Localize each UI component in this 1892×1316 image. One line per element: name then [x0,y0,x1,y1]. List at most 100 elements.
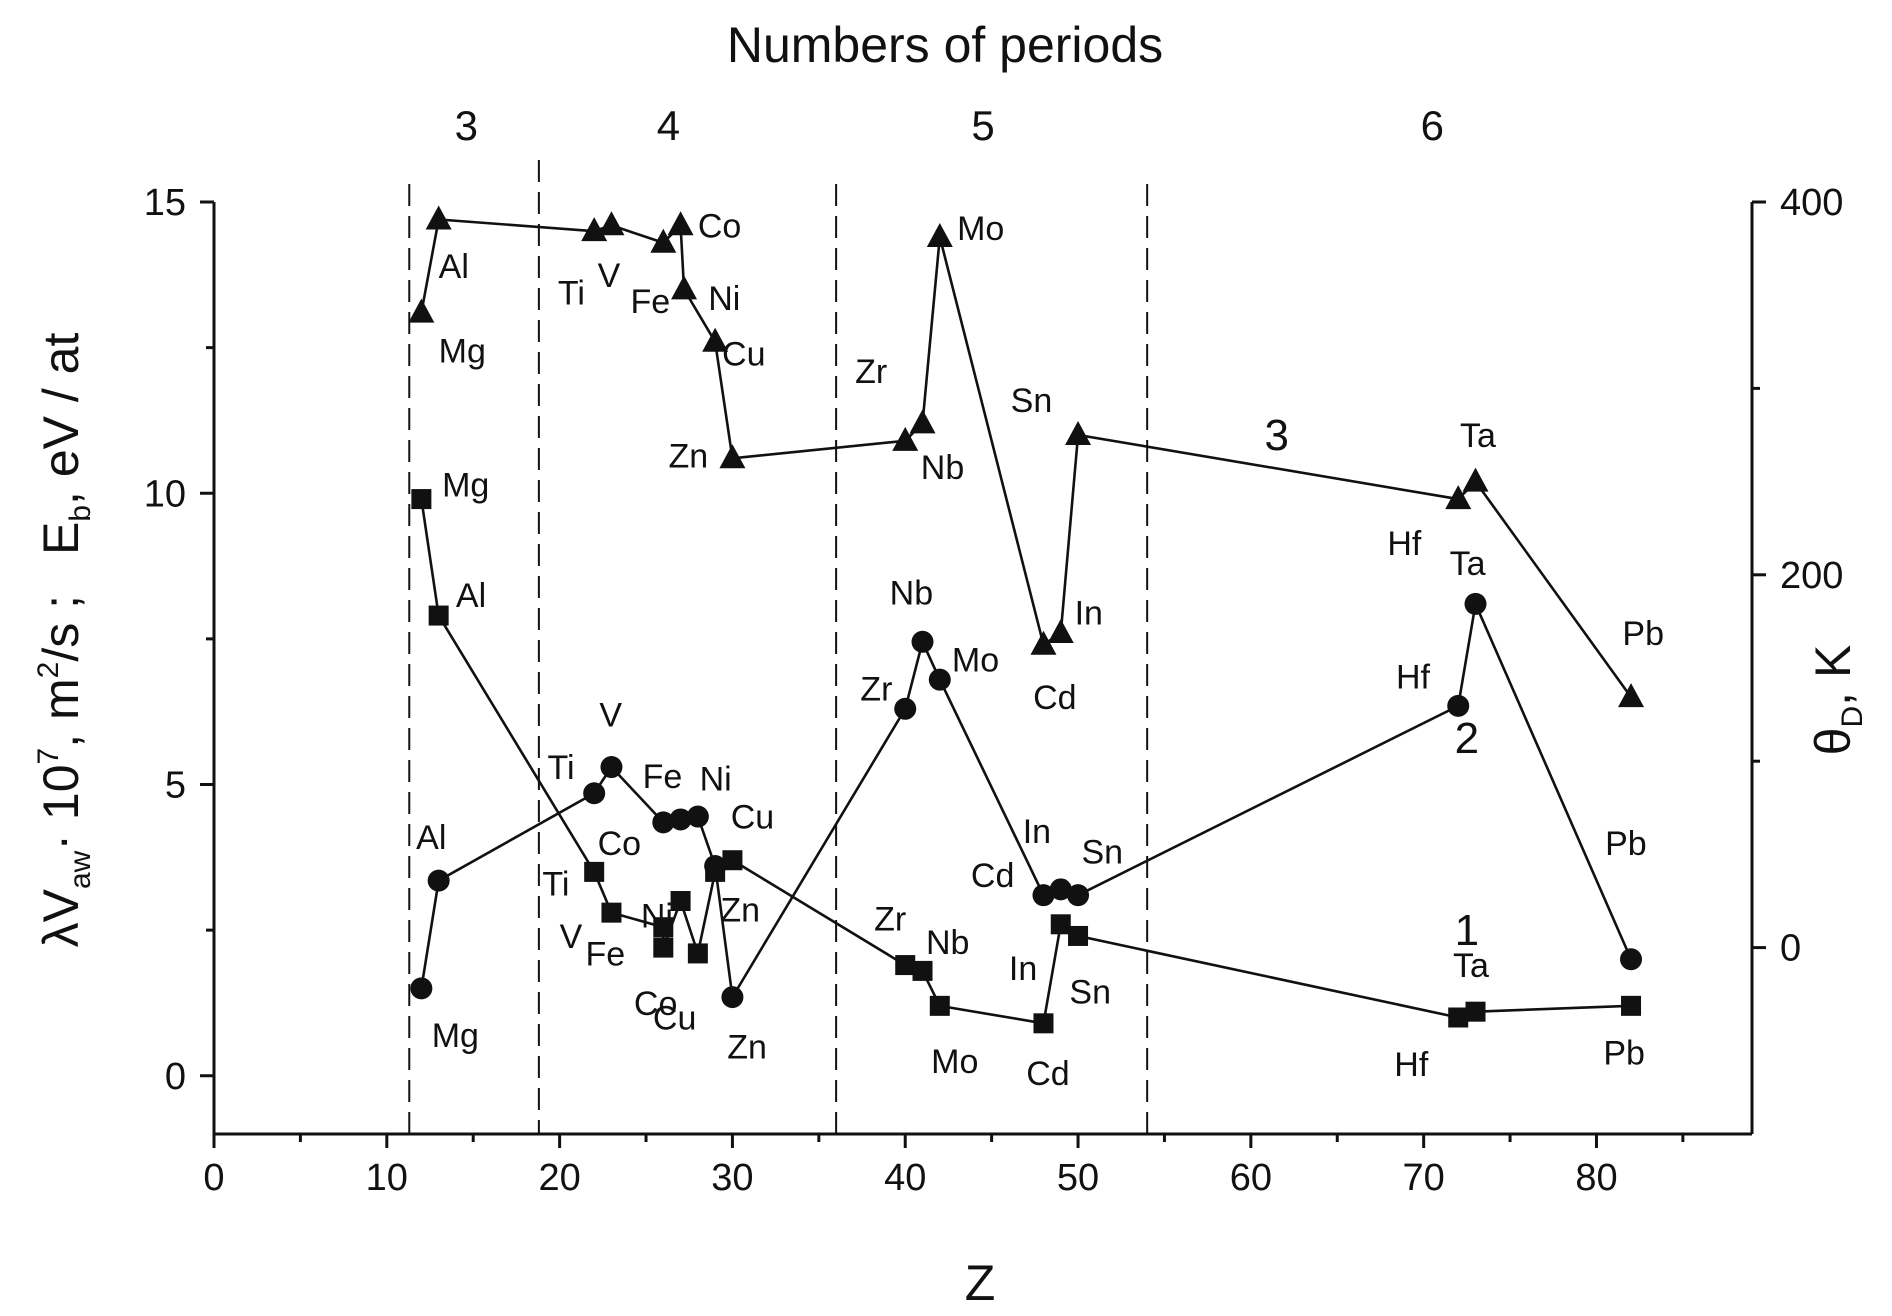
period-label-3: 3 [455,102,478,149]
point-label-Ni: Ni [700,761,732,799]
point-label-Al: Al [416,819,446,857]
point-label-Co: Co [698,207,741,245]
y-title-sup-2: 2 [32,662,65,679]
point-label-Cd: Cd [1033,679,1076,717]
point-label-Cu: Cu [731,799,774,837]
x-tick-label: 40 [884,1157,926,1199]
marker-square-Zn [722,850,743,871]
marker-triangle-Al [425,205,452,230]
point-label-Nb: Nb [921,449,964,487]
point-label-Mg: Mg [442,467,489,505]
marker-triangle-Mo [926,222,953,247]
marker-square-Zr [895,955,916,976]
point-label-Fe: Fe [643,758,683,796]
y-tick-label: 5 [165,765,186,807]
marker-circle-Hf [1447,694,1470,717]
point-label-Co: Co [598,825,641,863]
marker-square-Sn [1068,925,1089,946]
point-label-Hf: Hf [1387,525,1422,563]
point-label-Ti: Ti [542,866,569,904]
marker-triangle-Mg [408,298,435,323]
svg-text:θD, K: θD, K [1805,645,1869,756]
marker-triangle-Pb [1618,683,1645,708]
marker-triangle-Hf [1445,485,1472,510]
marker-square-Nb [912,960,933,981]
y-tick-label: 15 [144,182,186,224]
marker-circle-Zr [894,697,917,720]
marker-circle-Cu [704,855,727,878]
marker-circle-V [600,756,623,779]
y-title-sub-b: b [64,505,97,522]
axes-layer: 0 10 20 30 40 50 60 70 80 0 5 10 15 0 200 400 [144,182,1844,1199]
point-label-Mg: Mg [432,1017,479,1055]
marker-circle-Cd [1032,884,1055,907]
point-label-Cu: Cu [653,1000,696,1038]
marker-square-In [1050,914,1071,935]
marker-triangle-Zr [892,426,919,451]
point-label-V: V [560,918,583,956]
point-label-Sn: Sn [1011,382,1053,420]
point-label-Hf: Hf [1394,1046,1429,1084]
marker-circle-In [1049,878,1072,901]
marker-square-Al [428,605,449,626]
point-label-Sn: Sn [1082,833,1124,871]
period-labels: 3 4 5 6 [455,102,1444,149]
marker-square-Hf [1448,1007,1469,1028]
marker-triangle-Cd [1030,630,1057,655]
point-label-Nb: Nb [926,924,969,962]
marker-square-Ti [584,861,605,882]
marker-circle-Ta [1464,592,1487,615]
marker-triangle-Ni [671,275,698,300]
x-tick-label: 0 [203,1157,224,1199]
point-label-Ta: Ta [1453,947,1489,985]
y-tick-label: 0 [165,1056,186,1098]
point-label-Zn: Zn [727,1029,767,1067]
marker-square-Cd [1033,1013,1054,1034]
marker-triangle-Fe [650,228,677,253]
point-label-Ni: Ni [708,280,740,318]
marker-circle-Ni [686,805,709,828]
point-label-Al: Al [439,248,469,286]
point-label-Mo: Mo [931,1043,978,1081]
point-label-Zr: Zr [855,353,887,391]
point-label-Zn: Zn [668,437,708,475]
marker-square-Ta [1465,1001,1486,1022]
marker-circle-Al [427,869,450,892]
y2-tick-label: 0 [1780,928,1801,970]
marker-square-Pb [1621,995,1642,1016]
marker-triangle-Cu [702,327,729,352]
point-label-Pb: Pb [1605,825,1647,863]
y-title-part3: /s ; [33,595,89,662]
marker-triangle-Co [667,211,694,236]
y2-title-sub-d: D [1836,706,1869,728]
period-label-4: 4 [657,102,680,149]
point-label-Nb: Nb [890,574,933,612]
marker-triangle-V [598,211,625,236]
point-label-V: V [599,697,622,735]
marker-square-V [601,902,622,923]
marker-square-Fe [653,937,674,958]
marker-circle-Zn [721,986,744,1009]
period-label-6: 6 [1421,102,1444,149]
marker-circle-Pb [1620,948,1643,971]
y-tick-label: 10 [144,473,186,515]
point-label-Zr: Zr [860,670,892,708]
point-label-Cu: Cu [722,335,765,373]
chart-title: Numbers of periods [727,17,1163,73]
point-label-Ta: Ta [1450,545,1486,583]
point-label-Sn: Sn [1069,973,1111,1011]
point-label-In: In [1009,950,1037,988]
marker-square-Fe [653,917,674,938]
marker-triangle-Ta [1462,467,1489,492]
period-dividers [408,160,1149,1134]
point-label-Mo: Mo [952,641,999,679]
marker-circle-Mo [928,668,951,691]
x-tick-label: 70 [1403,1157,1445,1199]
point-label-Cd: Cd [1026,1055,1069,1093]
marker-circle-Ti [583,782,606,805]
x-tick-label: 80 [1575,1157,1617,1199]
marker-triangle-Nb [909,409,936,434]
